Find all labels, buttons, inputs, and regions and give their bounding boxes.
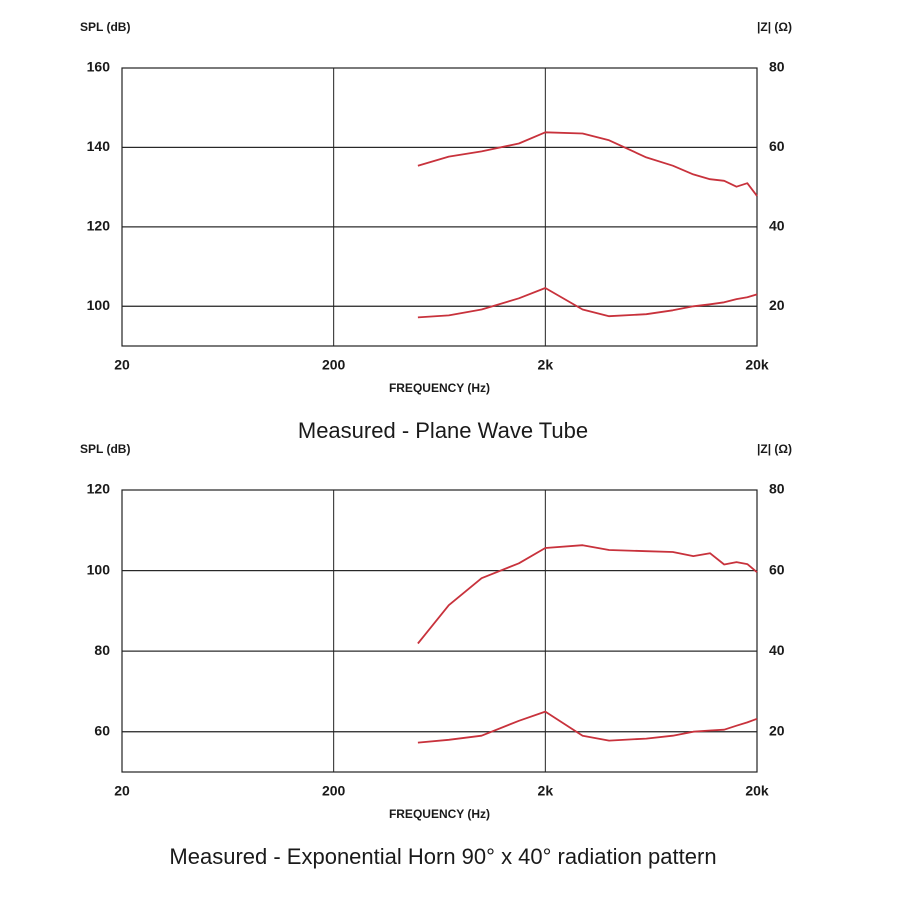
x-tick-label: 2k bbox=[538, 357, 554, 373]
data-line bbox=[417, 544, 758, 645]
y2-tick-label: 80 bbox=[769, 59, 785, 75]
caption: Measured - Exponential Horn 90° x 40° ra… bbox=[169, 844, 716, 869]
data-line bbox=[417, 710, 758, 744]
caption: Measured - Plane Wave Tube bbox=[298, 418, 588, 443]
plot-frame bbox=[121, 489, 758, 773]
y-tick-label: 120 bbox=[87, 218, 111, 234]
data-line bbox=[417, 131, 758, 197]
x-axis-label: FREQUENCY (Hz) bbox=[389, 807, 490, 821]
y2-tick-label: 60 bbox=[769, 561, 785, 577]
x-tick-label: 200 bbox=[322, 357, 346, 373]
x-tick-label: 20k bbox=[745, 783, 769, 799]
data-line bbox=[417, 287, 758, 319]
y2-axis-label: |Z| (Ω) bbox=[757, 442, 792, 456]
x-axis-label: FREQUENCY (Hz) bbox=[389, 381, 490, 395]
y2-tick-label: 80 bbox=[769, 481, 785, 497]
y-tick-label: 60 bbox=[94, 722, 110, 738]
x-tick-label: 2k bbox=[538, 783, 554, 799]
y2-tick-label: 20 bbox=[769, 722, 785, 738]
x-tick-label: 20 bbox=[114, 357, 130, 373]
y-axis-label: SPL (dB) bbox=[80, 442, 130, 456]
y-tick-label: 160 bbox=[87, 59, 111, 75]
y-tick-label: 140 bbox=[87, 138, 111, 154]
y2-tick-label: 60 bbox=[769, 138, 785, 154]
plot-frame bbox=[121, 67, 758, 347]
y2-tick-label: 20 bbox=[769, 297, 785, 313]
y2-tick-label: 40 bbox=[769, 218, 785, 234]
x-tick-label: 20k bbox=[745, 357, 769, 373]
y-axis-label: SPL (dB) bbox=[80, 20, 130, 34]
y-tick-label: 100 bbox=[87, 297, 111, 313]
x-tick-label: 20 bbox=[114, 783, 130, 799]
y-tick-label: 80 bbox=[94, 642, 110, 658]
y-tick-label: 100 bbox=[87, 561, 111, 577]
x-tick-label: 200 bbox=[322, 783, 346, 799]
y2-axis-label: |Z| (Ω) bbox=[757, 20, 792, 34]
y2-tick-label: 40 bbox=[769, 642, 785, 658]
y-tick-label: 120 bbox=[87, 481, 111, 497]
